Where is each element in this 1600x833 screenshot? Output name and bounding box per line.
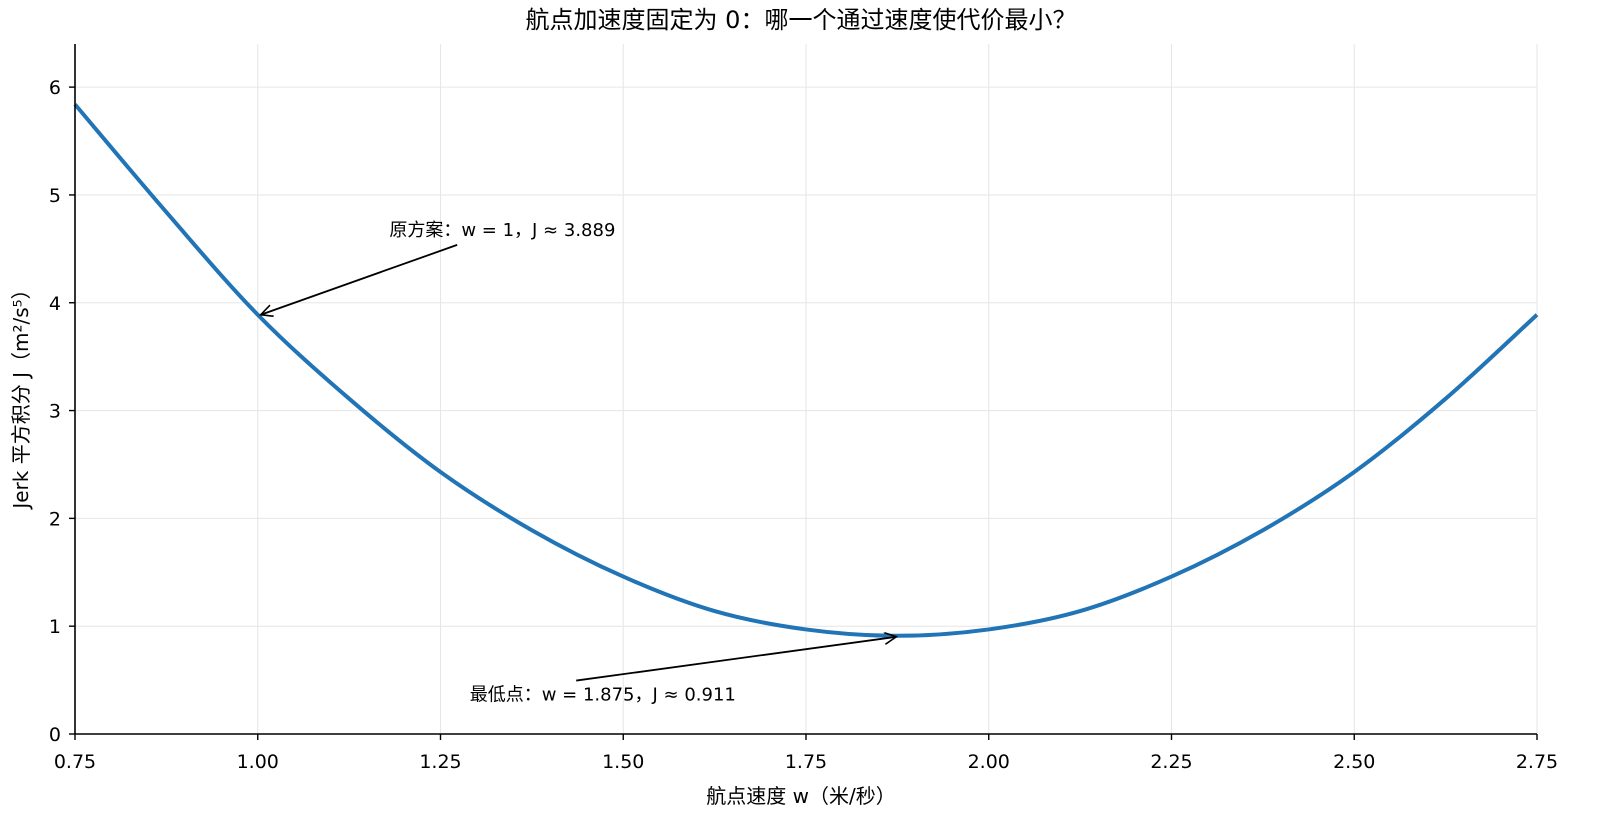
annotation-arrow (576, 637, 896, 682)
x-tick-label: 2.50 (1333, 751, 1375, 773)
y-tick-label: 6 (49, 77, 61, 99)
x-tick-label: 2.25 (1150, 751, 1192, 773)
y-tick-label: 0 (49, 724, 61, 746)
y-tick-label: 4 (49, 293, 61, 315)
x-tick-label: 2.75 (1516, 751, 1558, 773)
x-tick-label: 1.50 (602, 751, 644, 773)
y-tick-label: 3 (49, 401, 61, 423)
axes: 0.75 1.00 1.25 1.50 1.75 2.00 2.25 2.50 2.75 0 1 2 3… (49, 44, 1558, 773)
x-axis-label: 航点速度 w（米/秒） (706, 784, 895, 808)
y-tick-label: 5 (49, 185, 61, 207)
y-tick-label: 1 (49, 616, 61, 638)
series-line-0 (73, 103, 1539, 638)
chart-title: 航点加速度固定为 0：哪一个通过速度使代价最小？ (526, 6, 1077, 34)
x-tick-label: 1.75 (785, 751, 827, 773)
x-tick-label: 2.00 (968, 751, 1010, 773)
annotation-label: 原方案：w = 1，J ≈ 3.889 (389, 220, 615, 241)
x-tick-label: 0.75 (54, 751, 96, 773)
series-layer (73, 103, 1539, 638)
annotation-arrow (261, 244, 458, 315)
y-tick-label: 2 (49, 508, 61, 530)
x-tick-label: 1.00 (237, 751, 279, 773)
x-tick-label: 1.25 (419, 751, 461, 773)
annotations: 原方案：w = 1，J ≈ 3.889 最低点：w = 1.875，J ≈ 0.9… (261, 220, 897, 706)
annotation-label: 最低点：w = 1.875，J ≈ 0.911 (470, 685, 736, 706)
y-axis-label: Jerk 平方积分 J（m²/s⁵） (9, 279, 33, 510)
